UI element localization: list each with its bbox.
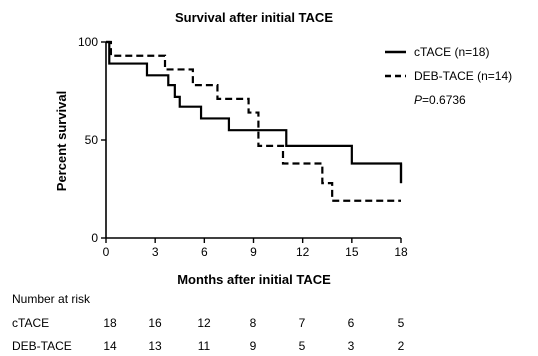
risk-value: 12 [197,316,211,330]
risk-value: 6 [348,316,355,330]
risk-table: cTACE 18 16 12 8 7 6 5 DEB-TACE 14 13 11 9 5 3 2 [12,316,405,353]
risk-value: 8 [250,316,257,330]
survival-curve-ctace [106,40,403,184]
survival-curve-deb-tace [106,40,401,202]
x-tick-label: 18 [394,245,408,259]
risk-value: 14 [103,339,117,353]
legend: cTACE (n=18) DEB-TACE (n=14) P=0.6736 [385,45,512,107]
risk-value: 5 [299,339,306,353]
risk-value: 9 [250,339,257,353]
p-value-annotation: P=0.6736 [414,93,466,107]
p-value-prefix: P [414,93,422,107]
risk-value: 2 [398,339,405,353]
risk-value: 7 [299,316,306,330]
x-tick-label: 12 [296,245,310,259]
y-tick-label: 50 [85,133,99,147]
x-tick-label: 3 [152,245,159,259]
risk-row-label: DEB-TACE [12,339,72,353]
legend-entry-deb-tace: DEB-TACE (n=14) [414,69,512,83]
risk-row-label: cTACE [12,316,49,330]
risk-value: 11 [198,339,211,353]
p-value-text: =0.6736 [422,93,466,107]
axes [105,42,401,239]
x-tick-label: 9 [250,245,257,259]
ticks: 0 3 6 9 12 15 18 0 50 100 [78,35,408,259]
x-axis-label: Months after initial TACE [177,272,331,287]
x-tick-label: 6 [201,245,208,259]
y-tick-label: 0 [91,231,98,245]
risk-value: 5 [398,316,405,330]
x-tick-label: 15 [345,245,359,259]
risk-value: 13 [148,339,162,353]
risk-value: 3 [348,339,355,353]
x-tick-label: 0 [103,245,110,259]
risk-value: 18 [103,316,117,330]
series-layer [106,40,403,202]
y-axis-label: Percent survival [54,91,69,191]
legend-entry-ctace: cTACE (n=18) [414,45,489,59]
y-tick-label: 100 [78,35,98,49]
risk-value: 16 [148,316,162,330]
risk-table-title: Number at risk [12,292,91,306]
chart-title: Survival after initial TACE [175,10,333,25]
